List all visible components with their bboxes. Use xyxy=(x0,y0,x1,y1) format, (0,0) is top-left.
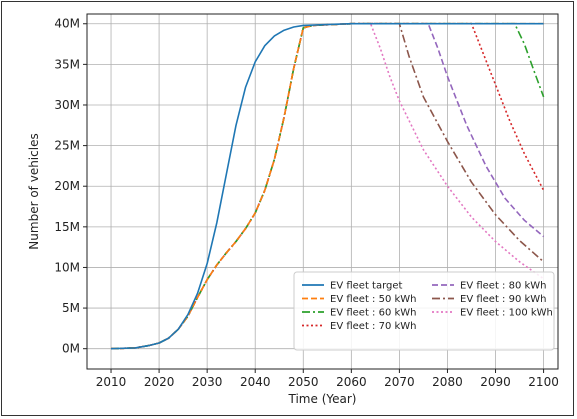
series-line xyxy=(110,22,544,350)
x-tick-label: 2050 xyxy=(288,375,319,389)
y-tick-label: 35M xyxy=(54,57,80,71)
legend-entry-label: EV fleet : 70 kWh xyxy=(330,321,417,332)
x-tick-label: 2060 xyxy=(336,375,367,389)
x-tick-label: 2100 xyxy=(528,375,559,389)
x-tick-label: 2080 xyxy=(432,375,463,389)
x-tick-label: 2030 xyxy=(192,375,223,389)
legend-entry-label: EV fleet : 50 kWh xyxy=(330,294,417,305)
legend-entry-label: EV fleet : 100 kWh xyxy=(460,308,553,319)
y-tick-label: 10M xyxy=(54,260,80,274)
legend-box xyxy=(293,271,555,351)
x-tick-label: 2040 xyxy=(240,375,271,389)
legend-entry-label: EV fleet : 90 kWh xyxy=(460,294,547,305)
x-axis-label: Time (Year) xyxy=(288,392,357,406)
y-tick-label: 5M xyxy=(62,301,80,315)
legend: EV fleet target EV fleet : 50 kWh EV fleet… xyxy=(293,271,555,351)
plot-area xyxy=(86,13,559,370)
y-axis-label: Number of vehicles xyxy=(27,133,41,249)
x-tick-label: 2070 xyxy=(384,375,415,389)
x-tick-label: 2020 xyxy=(144,375,175,389)
x-tick-label: 2090 xyxy=(480,375,511,389)
legend-entry-label: EV fleet : 80 kWh xyxy=(460,281,547,292)
y-tick-label: 25M xyxy=(54,139,80,153)
series-lines xyxy=(110,22,545,350)
legend-entry-label: EV fleet target xyxy=(330,281,403,292)
axis-ticks: 2010 2020 2030 2040 2050 2060 2070 2080 2090 2100… xyxy=(54,17,558,389)
x-tick-label: 2010 xyxy=(96,375,127,389)
y-tick-label: 30M xyxy=(54,98,80,112)
grid-lines xyxy=(87,14,558,369)
y-tick-label: 40M xyxy=(54,17,80,31)
y-tick-label: 0M xyxy=(62,342,80,356)
y-tick-label: 20M xyxy=(54,179,80,193)
y-tick-label: 15M xyxy=(54,220,80,234)
legend-entry-label: EV fleet : 60 kWh xyxy=(330,308,417,319)
